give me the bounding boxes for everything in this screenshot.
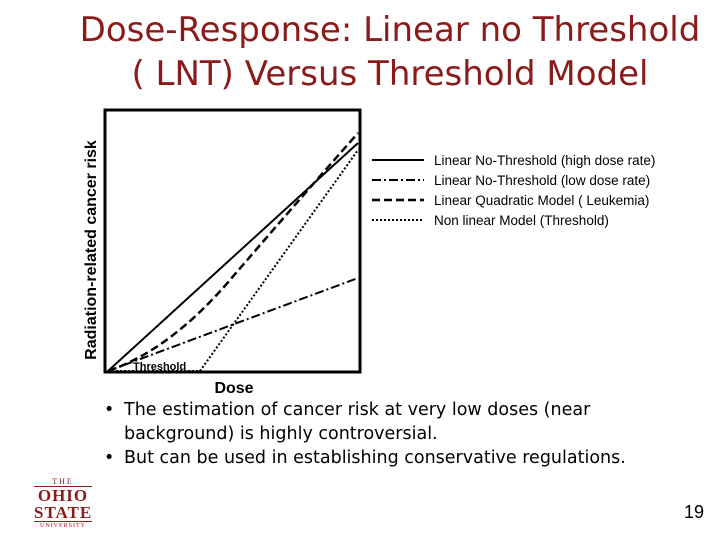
legend-label: Linear Quadratic Model ( Leukemia) <box>434 192 650 208</box>
line-lnt-high-dose-rate <box>107 142 359 372</box>
legend-item-lnt-high: Linear No-Threshold (high dose rate) <box>370 150 710 170</box>
legend-item-lnt-low: Linear No-Threshold (low dose rate) <box>370 170 710 190</box>
slide-title: Dose-Response: Linear no Threshold ( LNT… <box>60 8 720 96</box>
legend-label: Linear No-Threshold (high dose rate) <box>434 152 656 168</box>
y-axis-label: Radiation-related cancer risk <box>83 140 100 360</box>
legend-label: Non linear Model (Threshold) <box>434 212 609 228</box>
bullet-item: The estimation of cancer risk at very lo… <box>100 398 700 446</box>
legend-dash-dot-line-icon <box>372 179 424 181</box>
x-axis-label: Dose <box>214 380 253 397</box>
legend-item-linear-quadratic: Linear Quadratic Model ( Leukemia) <box>370 190 710 210</box>
legend-item-threshold: Non linear Model (Threshold) <box>370 210 710 230</box>
title-line-1: Dose-Response: Linear no Threshold <box>79 10 701 50</box>
logo-text-university: UNIVERSITY <box>34 521 92 529</box>
logo-text-ohio: OHIO <box>37 486 89 505</box>
plot-frame <box>103 108 362 374</box>
bullet-list: The estimation of cancer risk at very lo… <box>100 398 700 470</box>
legend-label: Linear No-Threshold (low dose rate) <box>434 172 651 188</box>
logo-text-the: THE <box>34 478 92 487</box>
ohio-state-logo: THE OHIO STATE UNIVERSITY <box>34 478 93 529</box>
legend-dashed-line-icon <box>372 198 424 202</box>
legend: Linear No-Threshold (high dose rate) Lin… <box>370 150 710 230</box>
page-number: 19 <box>683 502 704 522</box>
line-linear-quadratic <box>107 132 359 373</box>
legend-solid-line-icon <box>372 159 424 161</box>
line-threshold-model <box>108 149 359 372</box>
logo-text-state: STATE <box>34 503 93 522</box>
bullet-item: But can be used in establishing conserva… <box>100 446 700 470</box>
line-lnt-low-dose-rate <box>107 277 359 372</box>
legend-dotted-line-icon <box>372 219 424 221</box>
title-line-2: ( LNT) Versus Threshold Model <box>131 54 649 94</box>
